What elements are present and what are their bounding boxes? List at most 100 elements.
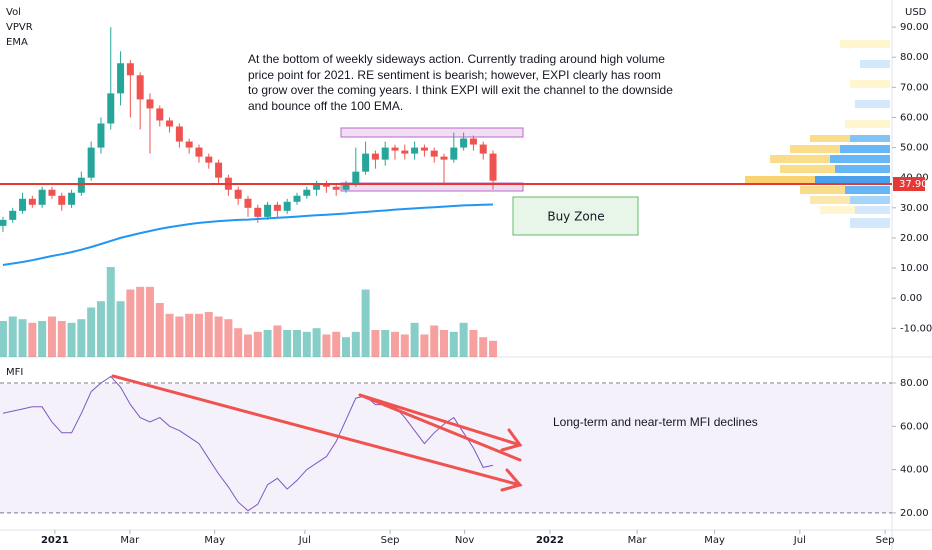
candle-body <box>175 126 183 142</box>
volume-bar <box>185 313 194 357</box>
vpvr-bar <box>855 206 890 214</box>
volume-bar <box>106 267 115 357</box>
y-tick-label: 50.00 <box>900 143 929 154</box>
candle-body <box>0 219 7 226</box>
candle-body <box>469 138 477 145</box>
vpvr-bar <box>745 176 815 184</box>
y-tick-label: -10.00 <box>900 323 932 334</box>
volume-bar <box>214 316 223 357</box>
vpvr-bar <box>845 186 890 194</box>
x-tick-label: Mar <box>628 535 648 546</box>
x-tick-label: Jul <box>793 535 806 546</box>
candle-body <box>342 183 350 190</box>
y-tick-label: 70.00 <box>900 82 929 93</box>
marks: 90.00 80.00 70.00 60.00 50.00 40.00 30.00 20.00… <box>0 22 932 546</box>
volume-bar <box>243 334 252 357</box>
vpvr <box>745 40 890 228</box>
vpvr-bar <box>800 186 845 194</box>
candle-body <box>195 147 203 157</box>
candle-body <box>303 189 311 196</box>
candle-body <box>38 189 46 205</box>
volume-bar <box>57 321 66 357</box>
mfi-label: MFI <box>6 367 23 378</box>
y-tick-label: 40.00 <box>900 465 929 476</box>
candle-body <box>460 138 468 148</box>
volume-bar <box>302 331 311 357</box>
candle-body <box>97 123 105 148</box>
support-zone <box>340 182 524 192</box>
y-tick-label: 60.00 <box>900 112 929 123</box>
volume-bar <box>440 330 449 357</box>
candle-body <box>391 147 399 151</box>
volume-bar <box>116 301 125 357</box>
volume-bar <box>145 286 154 357</box>
buy-zone-label: Buy Zone <box>547 210 604 224</box>
vpvr-bar <box>815 176 890 184</box>
candle-body <box>283 201 291 211</box>
vpvr-bar <box>840 145 890 153</box>
vpvr-bar <box>780 165 835 173</box>
volume-bar <box>391 331 400 357</box>
candle-body <box>371 153 379 160</box>
candle-body <box>126 63 134 76</box>
candle-body <box>68 192 76 205</box>
currency: USD <box>905 7 927 18</box>
vpvr-bar <box>835 165 890 173</box>
candle-body <box>420 147 428 151</box>
y-tick-label: 20.00 <box>900 233 929 244</box>
candle-body <box>107 93 115 124</box>
volume-bar <box>312 328 321 357</box>
candle-body <box>273 204 281 211</box>
volume-bar <box>410 322 419 357</box>
candle-body <box>254 207 262 217</box>
vpvr-bar <box>855 100 890 108</box>
price-label-bg <box>893 177 925 192</box>
candle-body <box>58 195 66 205</box>
ema-line <box>2 203 494 266</box>
volume-bar <box>165 313 174 357</box>
candle-body <box>205 156 213 163</box>
volume-bar <box>292 330 301 357</box>
volume-bar <box>381 330 390 357</box>
volume-bar <box>361 289 370 357</box>
volume-bar <box>459 322 468 357</box>
candle-body <box>293 195 301 202</box>
candle-body <box>362 153 370 172</box>
volume-bar <box>332 331 341 357</box>
volume-bar <box>126 289 135 357</box>
candle-body <box>19 198 27 211</box>
candle-body <box>87 147 95 178</box>
volume-bar <box>469 330 478 357</box>
candle-body <box>401 150 409 154</box>
arrow <box>358 393 522 447</box>
x-tick-label: Sep <box>381 535 400 546</box>
volume-bar <box>28 322 37 357</box>
volume-bar <box>8 316 17 357</box>
volume-bar <box>234 328 243 357</box>
vpvr-bar <box>770 155 830 163</box>
volume-bar <box>449 331 458 357</box>
candle-body <box>156 108 164 121</box>
candle-body <box>381 147 389 160</box>
y-tick-label: 0.00 <box>900 293 922 304</box>
volume-bar <box>38 321 47 357</box>
candle-body <box>411 147 419 154</box>
volume-bar <box>420 334 429 357</box>
candle-body <box>352 171 360 184</box>
x-tick-label: Jul <box>298 535 311 546</box>
y-tick-label: 10.00 <box>900 263 929 274</box>
candle-body <box>234 189 242 199</box>
candle-body <box>215 162 223 178</box>
volume-bar <box>155 303 164 357</box>
y-tick-label: 30.00 <box>900 203 929 214</box>
vpvr-bar <box>840 40 890 48</box>
candle-body <box>77 177 85 193</box>
volume-bar <box>400 334 409 357</box>
arrow-head <box>500 428 523 452</box>
volume-bar <box>283 330 292 357</box>
vpvr-bar <box>810 135 850 142</box>
candle-body <box>322 183 330 187</box>
y-tick-label: 20.00 <box>900 508 929 519</box>
